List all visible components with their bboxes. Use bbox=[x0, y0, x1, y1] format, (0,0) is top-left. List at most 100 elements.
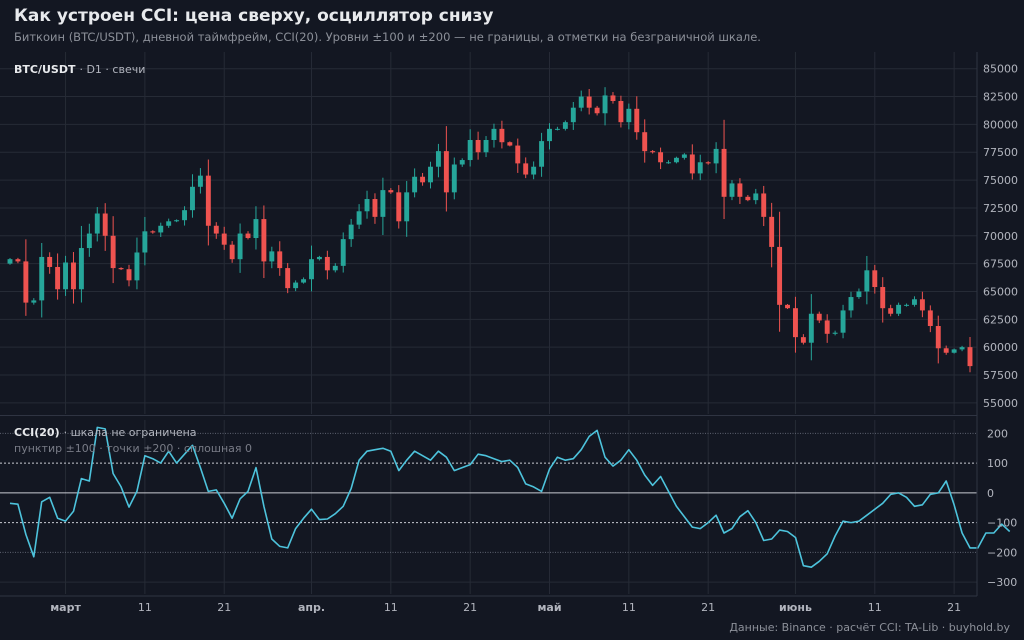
cci-line bbox=[9, 426, 1011, 569]
candle-body bbox=[594, 107, 600, 114]
candle bbox=[626, 103, 632, 130]
candle-body bbox=[499, 128, 505, 143]
candle-body bbox=[428, 166, 433, 183]
candle bbox=[47, 252, 53, 274]
candle bbox=[126, 264, 132, 287]
candle-body bbox=[872, 270, 878, 288]
candle-body bbox=[753, 193, 759, 201]
time-tick-label: 11 bbox=[384, 601, 398, 614]
candle bbox=[356, 204, 362, 229]
candle bbox=[348, 218, 354, 247]
candle-body bbox=[959, 347, 965, 350]
candle bbox=[904, 303, 909, 307]
cci-tick-label: 200 bbox=[987, 427, 1008, 440]
price-legend-symbol: BTC/USDT bbox=[14, 63, 76, 76]
candle-body bbox=[7, 259, 13, 264]
candle-body bbox=[174, 220, 180, 222]
candle bbox=[31, 298, 37, 305]
candle-body bbox=[412, 176, 418, 193]
candle-body bbox=[824, 320, 830, 334]
candle-body bbox=[420, 176, 426, 183]
candle bbox=[721, 119, 727, 220]
cci-plot bbox=[9, 426, 1011, 569]
candle-body bbox=[253, 219, 259, 239]
candle-body bbox=[689, 154, 695, 174]
candle bbox=[951, 348, 957, 354]
candle bbox=[293, 280, 299, 292]
candle-body bbox=[800, 337, 806, 343]
candle bbox=[872, 264, 878, 294]
candle bbox=[340, 232, 346, 273]
candle-body bbox=[190, 186, 195, 211]
candle-body bbox=[681, 154, 687, 158]
candle-body bbox=[86, 233, 92, 249]
candle-body bbox=[467, 139, 473, 161]
candle-body bbox=[459, 160, 465, 165]
candle bbox=[324, 250, 330, 280]
candle bbox=[816, 311, 822, 324]
price-tick-label: 77500 bbox=[983, 146, 1018, 159]
candle-body bbox=[769, 216, 775, 247]
candle-body bbox=[205, 175, 211, 226]
candle bbox=[134, 237, 140, 290]
candle-body bbox=[713, 148, 719, 164]
candle bbox=[507, 141, 513, 147]
candle bbox=[713, 142, 719, 174]
candle bbox=[523, 157, 529, 179]
candle bbox=[840, 304, 846, 339]
candle bbox=[102, 203, 108, 251]
price-tick-label: 85000 bbox=[983, 63, 1018, 76]
candle bbox=[166, 218, 172, 228]
candle-body bbox=[729, 183, 735, 197]
candle bbox=[705, 161, 711, 165]
candle-body bbox=[570, 107, 576, 123]
candle bbox=[372, 193, 378, 224]
candle-body bbox=[197, 175, 203, 187]
candle bbox=[55, 253, 61, 300]
candle-body bbox=[380, 190, 386, 217]
candle-body bbox=[832, 332, 838, 334]
time-tick-label: 21 bbox=[947, 601, 961, 614]
candle-body bbox=[435, 151, 441, 167]
candle-body bbox=[356, 211, 362, 225]
price-legend-rest: · D1 · свечи bbox=[79, 63, 145, 76]
candle bbox=[959, 345, 965, 352]
candle bbox=[673, 156, 679, 164]
candle bbox=[277, 241, 283, 276]
candle bbox=[475, 131, 481, 160]
footer-source: Данные: Binance · расчёт CCI: TA-Lib · b… bbox=[729, 621, 1010, 634]
candle-body bbox=[856, 291, 862, 298]
candle-body bbox=[904, 304, 909, 306]
time-tick-label: март bbox=[50, 601, 81, 614]
candle bbox=[785, 304, 790, 310]
time-tick-label: 11 bbox=[138, 601, 152, 614]
candle-body bbox=[888, 308, 894, 314]
time-tick-label: май bbox=[537, 601, 561, 614]
candle bbox=[737, 178, 743, 204]
candle-body bbox=[562, 122, 568, 129]
price-grid bbox=[0, 52, 977, 594]
candle bbox=[380, 177, 386, 235]
candle bbox=[586, 88, 592, 115]
candle bbox=[301, 277, 307, 284]
candle-body bbox=[301, 279, 307, 283]
candle bbox=[658, 147, 664, 170]
candle-body bbox=[285, 268, 291, 289]
candle-body bbox=[340, 239, 346, 266]
candle bbox=[459, 158, 465, 167]
candle bbox=[15, 257, 21, 264]
candle-body bbox=[150, 231, 156, 233]
candle bbox=[689, 144, 695, 180]
candle-body bbox=[277, 251, 283, 269]
candle-body bbox=[245, 233, 251, 239]
candle bbox=[856, 288, 862, 299]
candle-body bbox=[78, 248, 84, 290]
candle-body bbox=[316, 256, 322, 260]
candle-body bbox=[134, 252, 140, 281]
candle bbox=[23, 239, 29, 316]
candle-body bbox=[39, 256, 45, 301]
candle bbox=[618, 95, 624, 128]
candle-body bbox=[31, 300, 37, 303]
time-axis: март 11 21 апр. 11 21 май 11 21 июнь 11 21 bbox=[50, 601, 961, 614]
candle-body bbox=[848, 297, 854, 311]
